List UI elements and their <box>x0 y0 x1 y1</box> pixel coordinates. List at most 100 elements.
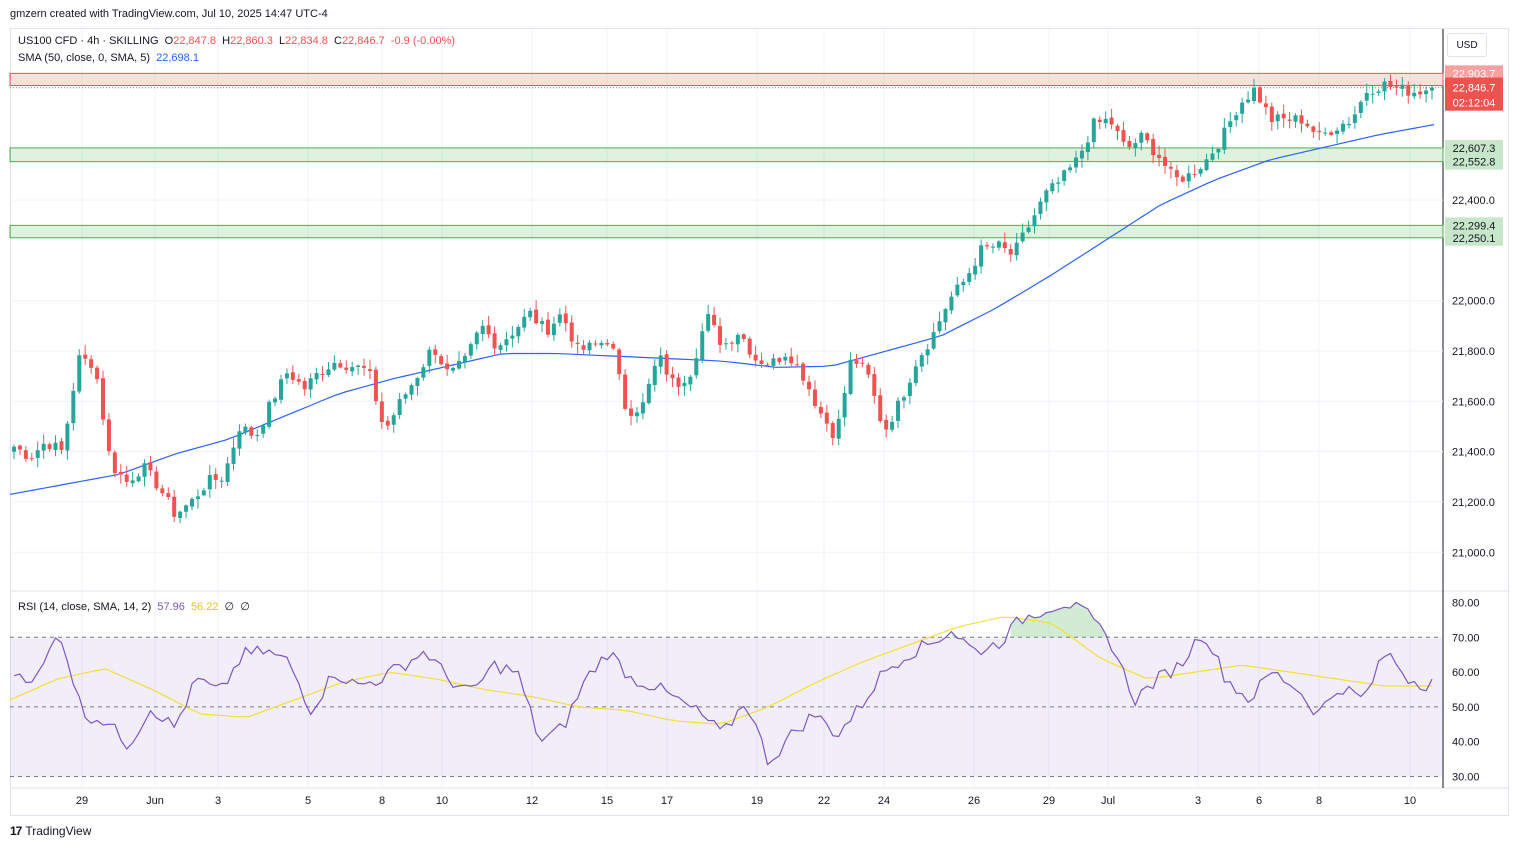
candle-body <box>362 365 367 368</box>
candle-body <box>545 319 550 335</box>
candle-body <box>95 367 100 380</box>
change-value: -0.9 (-0.00%) <box>390 35 456 47</box>
candle-body <box>213 474 218 480</box>
candle-body <box>35 450 40 458</box>
candle-body <box>106 419 111 452</box>
candle-body <box>652 365 657 386</box>
y-tick-label: 21,800.0 <box>1452 346 1495 358</box>
candle-body <box>1180 176 1185 182</box>
candle-body <box>1246 99 1251 103</box>
candle-body <box>1020 232 1025 242</box>
candle-body <box>777 358 782 362</box>
candle-body <box>367 369 372 371</box>
candle-body <box>557 314 562 323</box>
x-tick-label: 29 <box>76 795 88 807</box>
candle-body <box>148 462 153 471</box>
candle-body <box>516 326 521 337</box>
candle-body <box>1157 154 1162 159</box>
candle-body <box>498 345 503 350</box>
price-label-box <box>1445 217 1503 234</box>
candle-body <box>89 359 94 368</box>
price-zone <box>9 224 1444 239</box>
candle-body <box>1002 242 1007 249</box>
rsi-overbought-fill <box>1010 602 1112 638</box>
price-label-box <box>1445 94 1503 111</box>
candle-body <box>166 493 171 497</box>
candle-body <box>824 412 829 424</box>
candle-body <box>326 369 331 376</box>
candle-body <box>1346 123 1351 126</box>
symbol-label[interactable]: US100 CFD · 4h · SKILLING <box>18 35 159 47</box>
price-label-text: 22,552.8 <box>1453 157 1496 169</box>
candle-body <box>967 273 972 282</box>
candle-body <box>290 372 295 380</box>
candle-body <box>534 309 539 324</box>
rsi-tick-label: 50.00 <box>1452 702 1480 714</box>
y-tick-label: 21,200.0 <box>1452 497 1495 509</box>
candle-body <box>1406 85 1411 96</box>
candle-body <box>124 474 129 482</box>
candle-body <box>1394 86 1399 88</box>
candle-body <box>1388 80 1393 88</box>
candle-body <box>789 356 794 364</box>
rsi-tick-label: 60.00 <box>1452 667 1480 679</box>
candle-body <box>931 332 936 349</box>
price-label-box <box>1445 229 1503 246</box>
candle-body <box>599 342 604 346</box>
candle-body <box>1038 201 1043 215</box>
y-tick-label: 22,000.0 <box>1452 296 1495 308</box>
candle-body <box>961 281 966 286</box>
candle-body <box>1269 106 1274 123</box>
candle-body <box>1430 87 1434 91</box>
candle-body <box>12 446 16 452</box>
candle-body <box>765 364 770 366</box>
candle-body <box>273 398 278 403</box>
x-tick-label: 5 <box>305 795 311 807</box>
sma-label[interactable]: SMA (50, close, 0, SMA, 5) <box>18 52 151 64</box>
candle-body <box>1133 143 1138 148</box>
chart-frame <box>10 28 1509 816</box>
candle-body <box>1085 142 1090 153</box>
candle-body <box>415 377 420 387</box>
candle-body <box>17 445 22 450</box>
candle-body <box>1400 84 1405 89</box>
candle-body <box>807 381 812 390</box>
candle-body <box>1323 132 1328 134</box>
sma-legend: SMA (50, close, 0, SMA, 5) 22,698.1 <box>18 52 202 64</box>
candle-body <box>973 265 978 275</box>
candle-body <box>1109 117 1114 125</box>
candle-body <box>1139 132 1144 143</box>
x-tick-label: 26 <box>968 795 980 807</box>
candle-body <box>563 313 568 324</box>
candle-body <box>1127 140 1132 147</box>
candle-body <box>136 476 141 482</box>
candle-body <box>872 374 877 396</box>
candle-body <box>1062 170 1067 181</box>
rsi-label[interactable]: RSI (14, close, SMA, 14, 2) <box>18 601 152 613</box>
candle-body <box>700 331 705 360</box>
candle-body <box>676 377 681 387</box>
candle-body <box>848 359 853 394</box>
candle-body <box>510 335 515 339</box>
candle-body <box>587 342 592 351</box>
rsi-extra-1: ∅ <box>224 601 235 613</box>
tradingview-logo-icon: 17 <box>10 824 22 838</box>
currency-selector[interactable]: USD <box>1447 33 1487 57</box>
candle-body <box>1216 148 1221 153</box>
candle-body <box>65 423 70 451</box>
candle-body <box>1163 156 1168 167</box>
candle-body <box>1352 114 1357 123</box>
tradingview-brand: TradingView <box>25 824 92 838</box>
candle-body <box>201 490 206 496</box>
tradingview-footer[interactable]: 17 TradingView <box>10 824 91 838</box>
close-value: 22,846.7 <box>341 35 385 47</box>
candle-body <box>830 423 835 438</box>
rsi-tick-label: 30.00 <box>1452 772 1480 784</box>
candle-body <box>569 322 574 342</box>
candle-body <box>634 412 639 417</box>
price-label-text: 22,250.1 <box>1453 233 1496 245</box>
y-tick-label: 21,000.0 <box>1452 547 1495 559</box>
rsi-tick-label: 70.00 <box>1452 632 1480 644</box>
candle-body <box>53 442 58 451</box>
